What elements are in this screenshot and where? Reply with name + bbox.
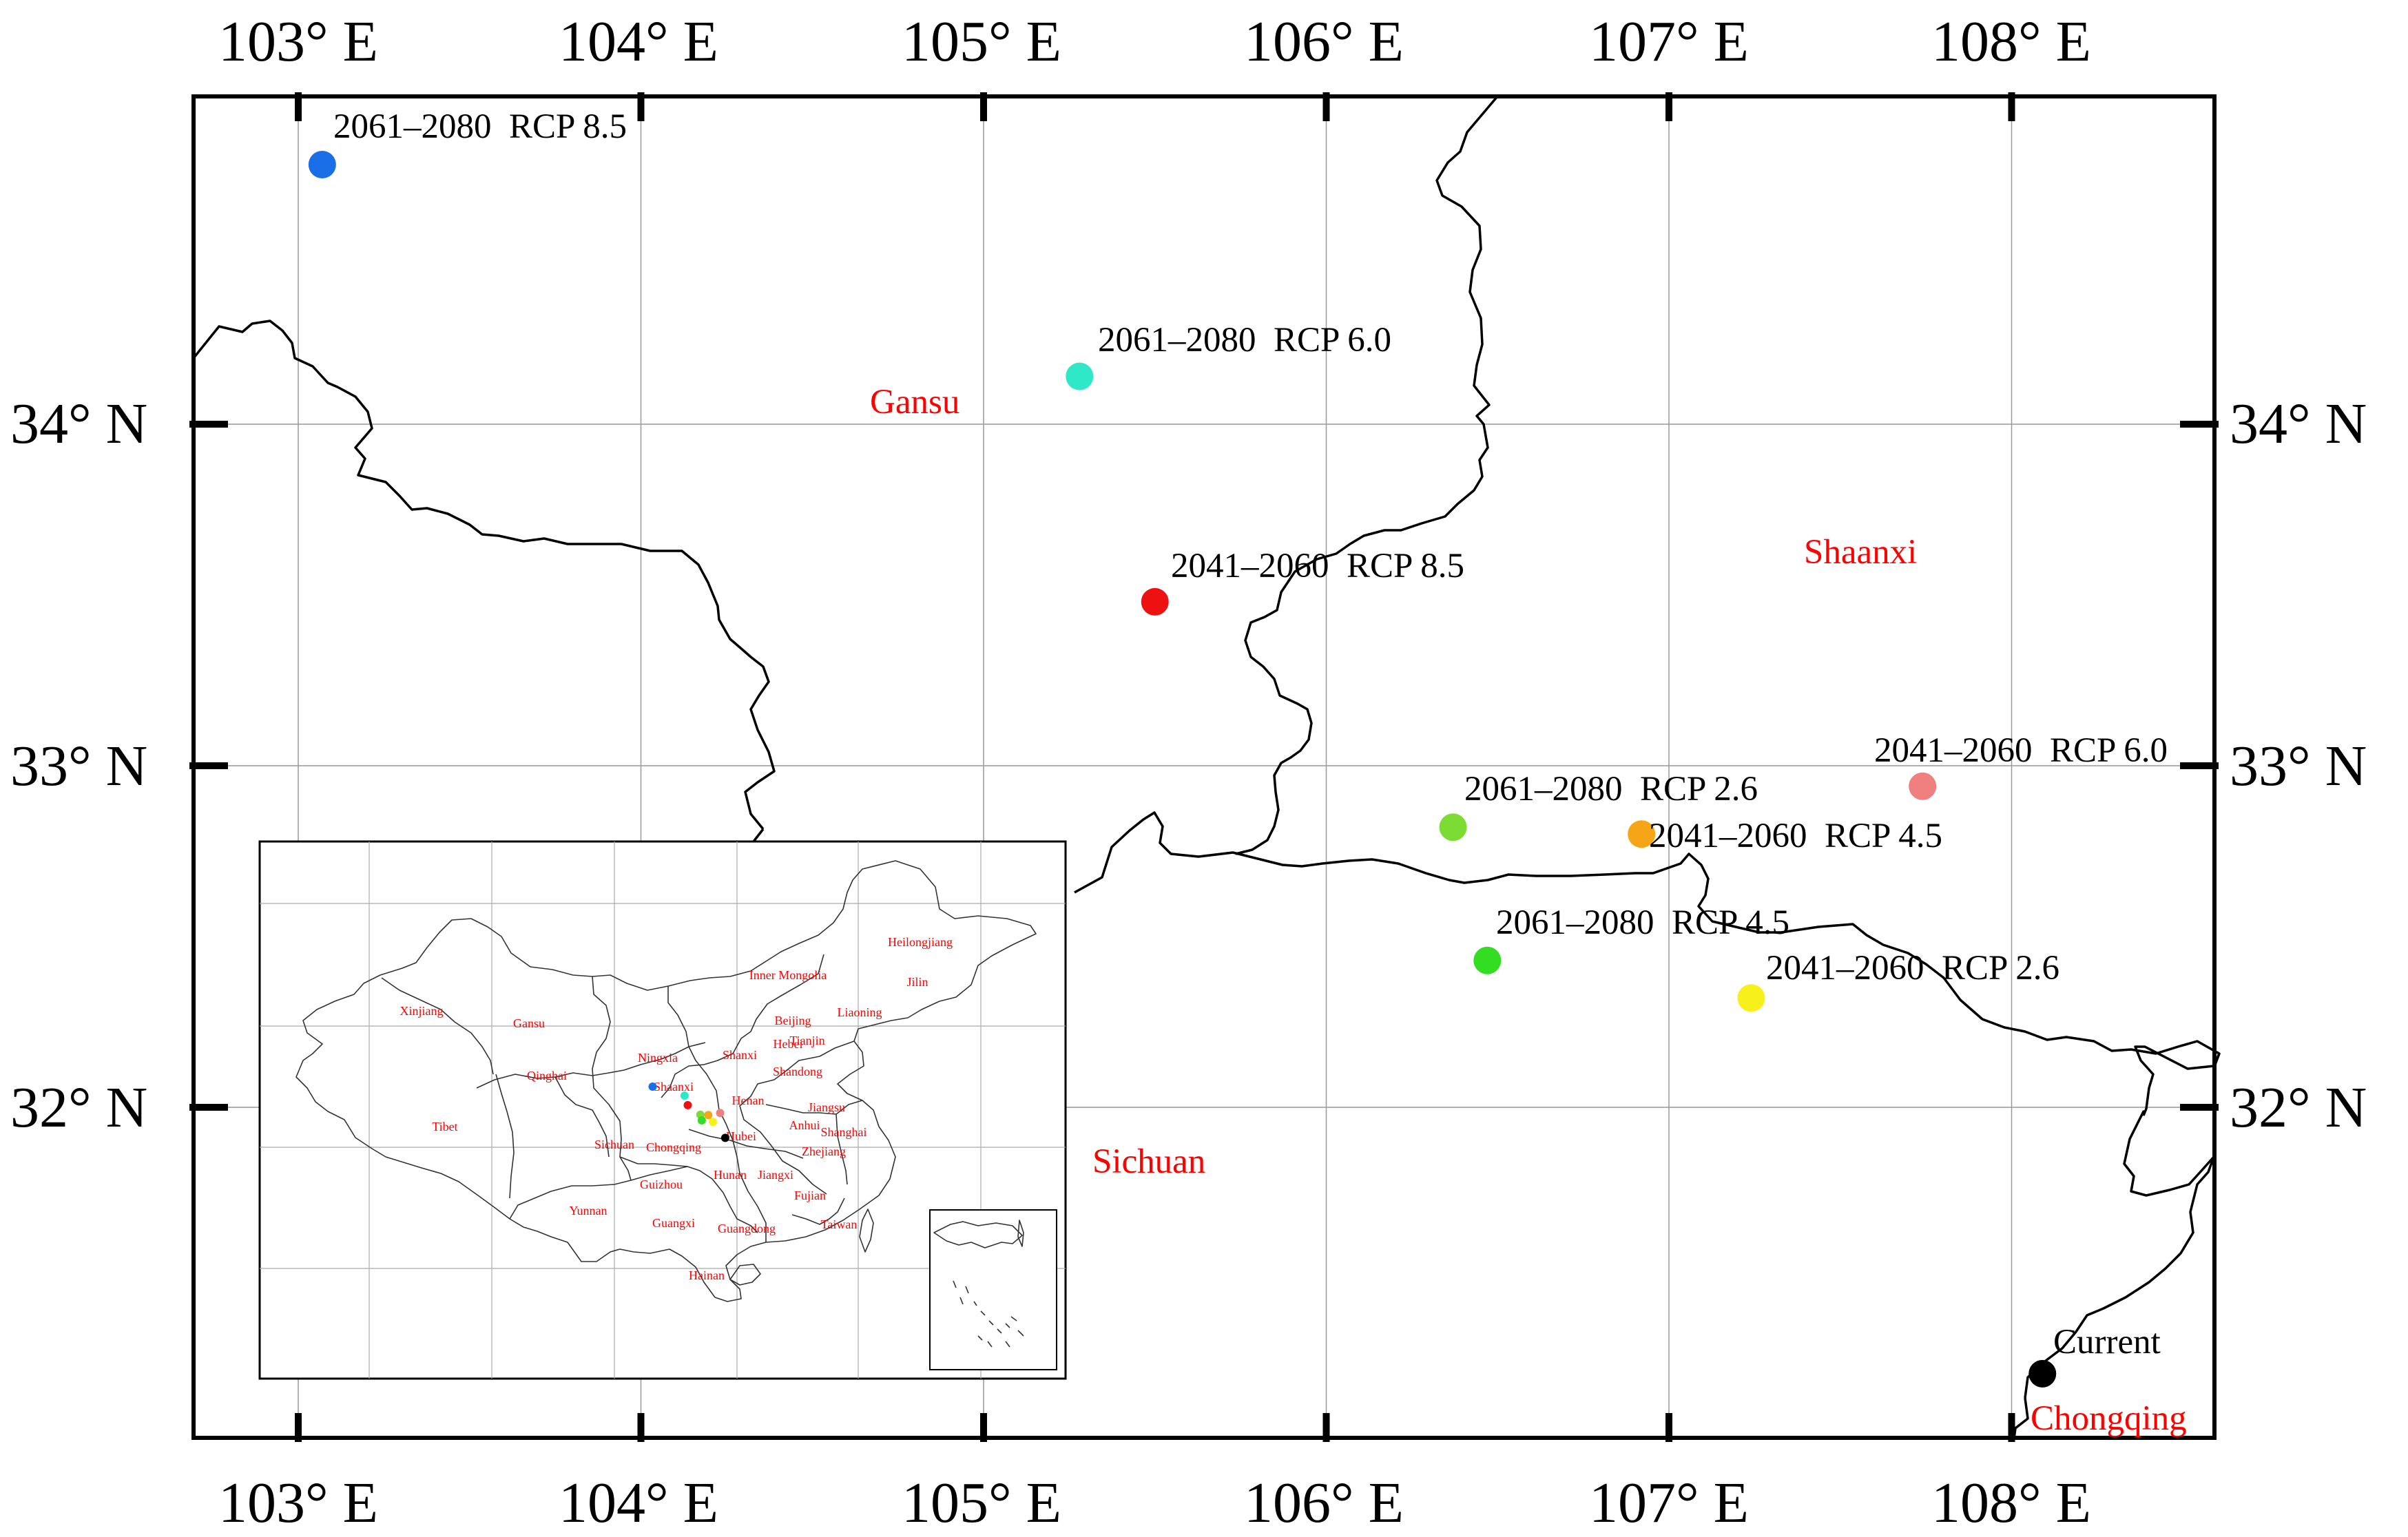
point-labels: 2061–2080 RCP 8.5 2061–2080 RCP 6.0 2041… xyxy=(333,107,2168,1361)
inset-point xyxy=(680,1091,689,1100)
point-label: 2041–2060 RCP 6.0 xyxy=(1874,731,2168,770)
inset-province-label: Gansu xyxy=(513,1016,545,1030)
inset-province-label: Hebei xyxy=(774,1037,803,1051)
inset-province-label: Jilin xyxy=(906,975,928,989)
centroid-point xyxy=(1628,820,1656,848)
inset-province-label: Beijing xyxy=(775,1014,811,1027)
inset-province-labels: Heilongjiang Inner Mongolia Jilin Xinjiang G… xyxy=(400,935,953,1282)
inset-points xyxy=(648,1083,729,1142)
lat-label-right: 33° N xyxy=(2230,734,2367,798)
lat-label-right: 32° N xyxy=(2230,1076,2367,1140)
inset-province-label: Hainan xyxy=(689,1268,725,1282)
inset-province-label: Shaanxi xyxy=(654,1080,694,1094)
centroid-points xyxy=(308,151,2057,1388)
frame-ticks xyxy=(189,92,2219,1442)
lon-label-bottom: 108° E xyxy=(1931,1471,2091,1535)
inset-graticule xyxy=(260,841,1066,1379)
inset-province-label: Jiangsu xyxy=(808,1100,845,1114)
inset-point xyxy=(709,1118,718,1127)
inset-point xyxy=(648,1083,657,1091)
centroid-point xyxy=(1737,984,1765,1012)
lon-label-bottom: 106° E xyxy=(1244,1471,1404,1535)
centroid-point xyxy=(1141,587,1169,616)
lat-label-left: 32° N xyxy=(10,1076,147,1140)
lon-label-top: 103° E xyxy=(218,10,378,74)
inset-province-label: Taiwan xyxy=(821,1217,858,1231)
inset-province-label: Qinghai xyxy=(527,1069,567,1083)
point-label: 2061–2080 RCP 2.6 xyxy=(1464,770,1758,808)
longitude-labels-bottom: 103° E 104° E 105° E 106° E 107° E 108° … xyxy=(218,1471,2091,1535)
inset-province-label: Guizhou xyxy=(640,1178,683,1191)
inset-province-label: Sichuan xyxy=(594,1138,634,1151)
lon-label-top: 105° E xyxy=(902,10,1061,74)
lon-label-top: 107° E xyxy=(1589,10,1749,74)
lat-label-left: 34° N xyxy=(10,392,147,456)
centroid-point xyxy=(1439,813,1467,841)
inset-province-label: Henan xyxy=(732,1094,765,1107)
lon-label-bottom: 105° E xyxy=(902,1471,1061,1535)
inset-province-label: Shanxi xyxy=(723,1048,757,1062)
china-inset-map: Heilongjiang Inner Mongolia Jilin Xinjiang G… xyxy=(258,840,1067,1380)
inset-province-label: Liaoning xyxy=(838,1005,882,1019)
point-label: Current xyxy=(2053,1323,2161,1361)
inset-point xyxy=(704,1111,713,1120)
region-label-gansu: Gansu xyxy=(870,383,959,421)
region-label-chongqing: Chongqing xyxy=(2031,1399,2187,1438)
inset-province-label: Shandong xyxy=(773,1065,822,1078)
point-label: 2041–2060 RCP 8.5 xyxy=(1171,547,1464,585)
inset-point xyxy=(697,1116,706,1125)
inset-province-label: Jiangxi xyxy=(758,1168,793,1182)
region-label-sichuan: Sichuan xyxy=(1092,1142,1205,1181)
point-label: 2061–2080 RCP 4.5 xyxy=(1496,903,1789,942)
inset-province-label: Tibet xyxy=(432,1120,457,1133)
lat-label-right: 34° N xyxy=(2230,392,2367,456)
inset-province-label: Ningxia xyxy=(638,1051,678,1065)
point-label: 2041–2060 RCP 4.5 xyxy=(1649,817,1942,855)
lon-label-top: 104° E xyxy=(559,10,718,74)
inset-province-label: Chongqing xyxy=(646,1140,701,1154)
lat-label-left: 33° N xyxy=(10,734,147,798)
inset-province-label: Fujian xyxy=(794,1189,826,1202)
inset-province-label: Yunnan xyxy=(570,1204,608,1217)
lon-label-bottom: 103° E xyxy=(218,1471,378,1535)
inset-province-label: Inner Mongolia xyxy=(749,968,827,982)
south-china-sea-box xyxy=(929,1209,1057,1370)
inset-province-label: Xinjiang xyxy=(400,1004,444,1018)
inset-province-label: Guangdong xyxy=(718,1222,776,1235)
latitude-labels-left: 34° N 33° N 32° N xyxy=(10,392,147,1140)
inset-province-label: Hubei xyxy=(726,1129,756,1143)
inset-point xyxy=(720,1133,729,1142)
inset-province-label: Heilongjiang xyxy=(888,935,953,949)
latitude-labels-right: 34° N 33° N 32° N xyxy=(2230,392,2367,1140)
point-label: 2041–2060 RCP 2.6 xyxy=(1766,949,2059,987)
inset-province-label: Tianjin xyxy=(789,1034,824,1047)
centroid-point xyxy=(1473,946,1502,974)
inset-province-label: Anhui xyxy=(789,1118,820,1132)
inset-province-label: Guangxi xyxy=(652,1216,695,1230)
province-borders xyxy=(192,95,2221,1440)
inset-province-label: Zhejiang xyxy=(802,1144,846,1158)
inset-province-label: Shanghai xyxy=(821,1125,867,1139)
centroid-point xyxy=(2028,1359,2057,1388)
point-label: 2061–2080 RCP 8.5 xyxy=(333,107,627,146)
lon-label-bottom: 104° E xyxy=(559,1471,718,1535)
south-china-sea-outline xyxy=(933,1220,1024,1348)
centroid-point xyxy=(1066,362,1094,390)
centroid-point xyxy=(1909,772,1937,800)
inset-province-label: Hunan xyxy=(714,1168,747,1182)
point-label: 2061–2080 RCP 6.0 xyxy=(1098,321,1391,359)
inset-point xyxy=(716,1109,725,1118)
inset-point xyxy=(683,1100,692,1109)
region-label-shaanxi: Shaanxi xyxy=(1804,533,1917,572)
lon-label-bottom: 107° E xyxy=(1589,1471,1749,1535)
centroid-point xyxy=(308,151,336,179)
lon-label-top: 108° E xyxy=(1931,10,2091,74)
longitude-labels-top: 103° E 104° E 105° E 106° E 107° E 108° … xyxy=(218,10,2091,74)
lon-label-top: 106° E xyxy=(1244,10,1404,74)
